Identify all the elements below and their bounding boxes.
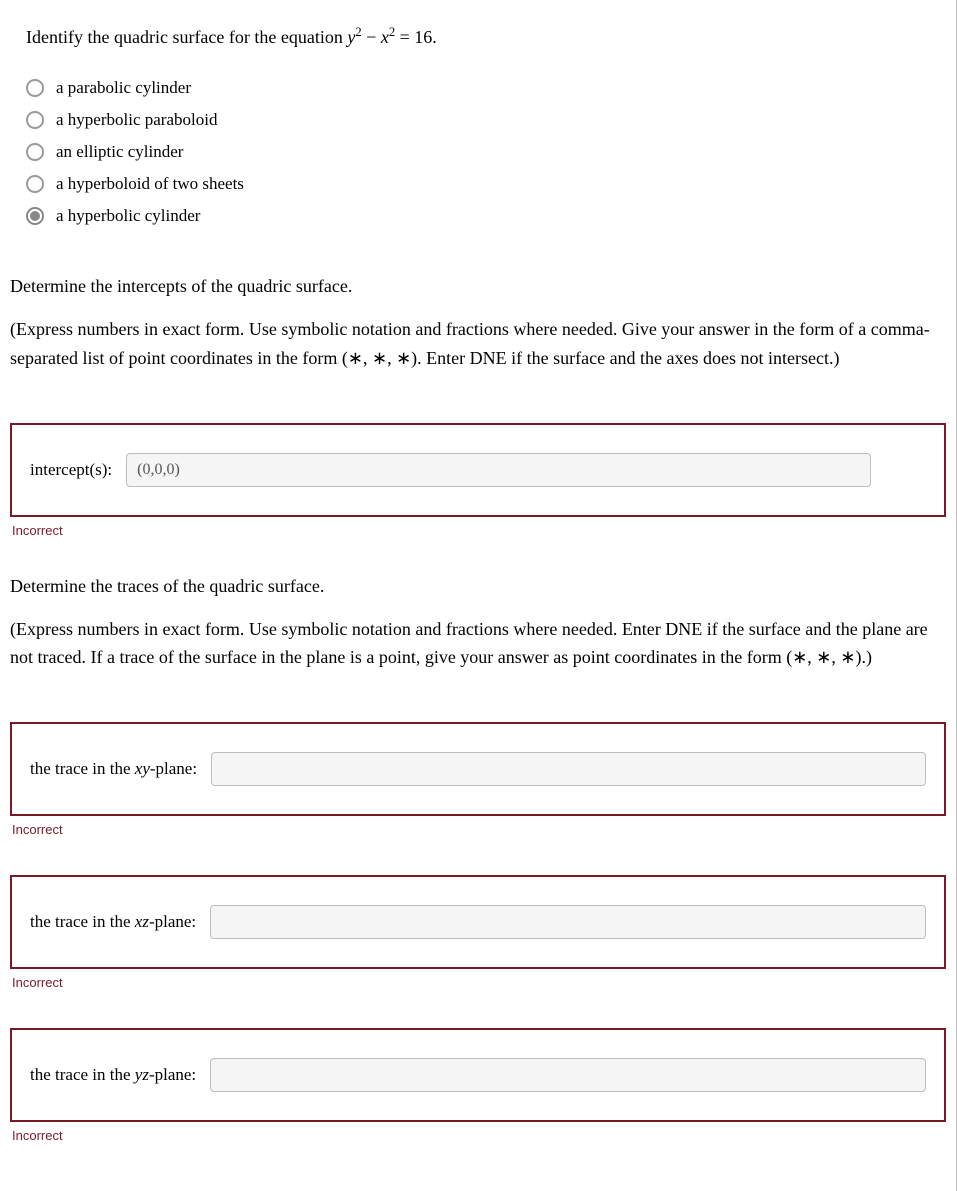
option-label: a hyperboloid of two sheets bbox=[56, 174, 244, 194]
trace-label: the trace in the xy-plane: bbox=[30, 759, 197, 779]
trace-feedback: Incorrect bbox=[12, 822, 946, 837]
q2-answer-box: intercept(s): bbox=[10, 423, 946, 517]
radio-icon[interactable] bbox=[26, 175, 44, 193]
q1-equation: y2 − x2 = 16. bbox=[347, 27, 436, 47]
trace-answer-box-1: the trace in the xz-plane: bbox=[10, 875, 946, 969]
trace-input-2[interactable] bbox=[210, 1058, 926, 1092]
q3-block: Determine the traces of the quadric surf… bbox=[10, 576, 946, 1144]
radio-icon[interactable] bbox=[26, 79, 44, 97]
q1-option-3[interactable]: a hyperboloid of two sheets bbox=[26, 174, 946, 194]
q1-prompt: Identify the quadric surface for the equ… bbox=[26, 25, 946, 48]
option-label: a parabolic cylinder bbox=[56, 78, 191, 98]
q2-instructions: (Express numbers in exact form. Use symb… bbox=[10, 315, 946, 373]
q1-option-1[interactable]: a hyperbolic paraboloid bbox=[26, 110, 946, 130]
trace-input-1[interactable] bbox=[210, 905, 926, 939]
radio-icon[interactable] bbox=[26, 111, 44, 129]
q3-fields: the trace in the xy-plane: Incorrect the t… bbox=[10, 722, 946, 1143]
page-container: Identify the quadric surface for the equ… bbox=[0, 0, 957, 1191]
trace-answer-box-2: the trace in the yz-plane: bbox=[10, 1028, 946, 1122]
trace-answer-box-0: the trace in the xy-plane: bbox=[10, 722, 946, 816]
trace-label: the trace in the yz-plane: bbox=[30, 1065, 196, 1085]
q1-option-4[interactable]: a hyperbolic cylinder bbox=[26, 206, 946, 226]
radio-icon[interactable] bbox=[26, 143, 44, 161]
q2-label: intercept(s): bbox=[30, 460, 112, 480]
q1-options: a parabolic cylinder a hyperbolic parabol… bbox=[26, 78, 946, 226]
q3-instructions: (Express numbers in exact form. Use symb… bbox=[10, 615, 946, 673]
q2-block: Determine the intercepts of the quadric … bbox=[10, 276, 946, 538]
q1-prompt-text: Identify the quadric surface for the equ… bbox=[26, 27, 347, 47]
trace-input-0[interactable] bbox=[211, 752, 926, 786]
radio-icon[interactable] bbox=[26, 207, 44, 225]
option-label: an elliptic cylinder bbox=[56, 142, 183, 162]
option-label: a hyperbolic paraboloid bbox=[56, 110, 217, 130]
q2-feedback: Incorrect bbox=[12, 523, 946, 538]
intercepts-input[interactable] bbox=[126, 453, 871, 487]
q1-option-0[interactable]: a parabolic cylinder bbox=[26, 78, 946, 98]
trace-feedback: Incorrect bbox=[12, 1128, 946, 1143]
trace-label: the trace in the xz-plane: bbox=[30, 912, 196, 932]
q2-heading: Determine the intercepts of the quadric … bbox=[10, 276, 946, 297]
trace-feedback: Incorrect bbox=[12, 975, 946, 990]
option-label: a hyperbolic cylinder bbox=[56, 206, 200, 226]
q3-heading: Determine the traces of the quadric surf… bbox=[10, 576, 946, 597]
q1-option-2[interactable]: an elliptic cylinder bbox=[26, 142, 946, 162]
